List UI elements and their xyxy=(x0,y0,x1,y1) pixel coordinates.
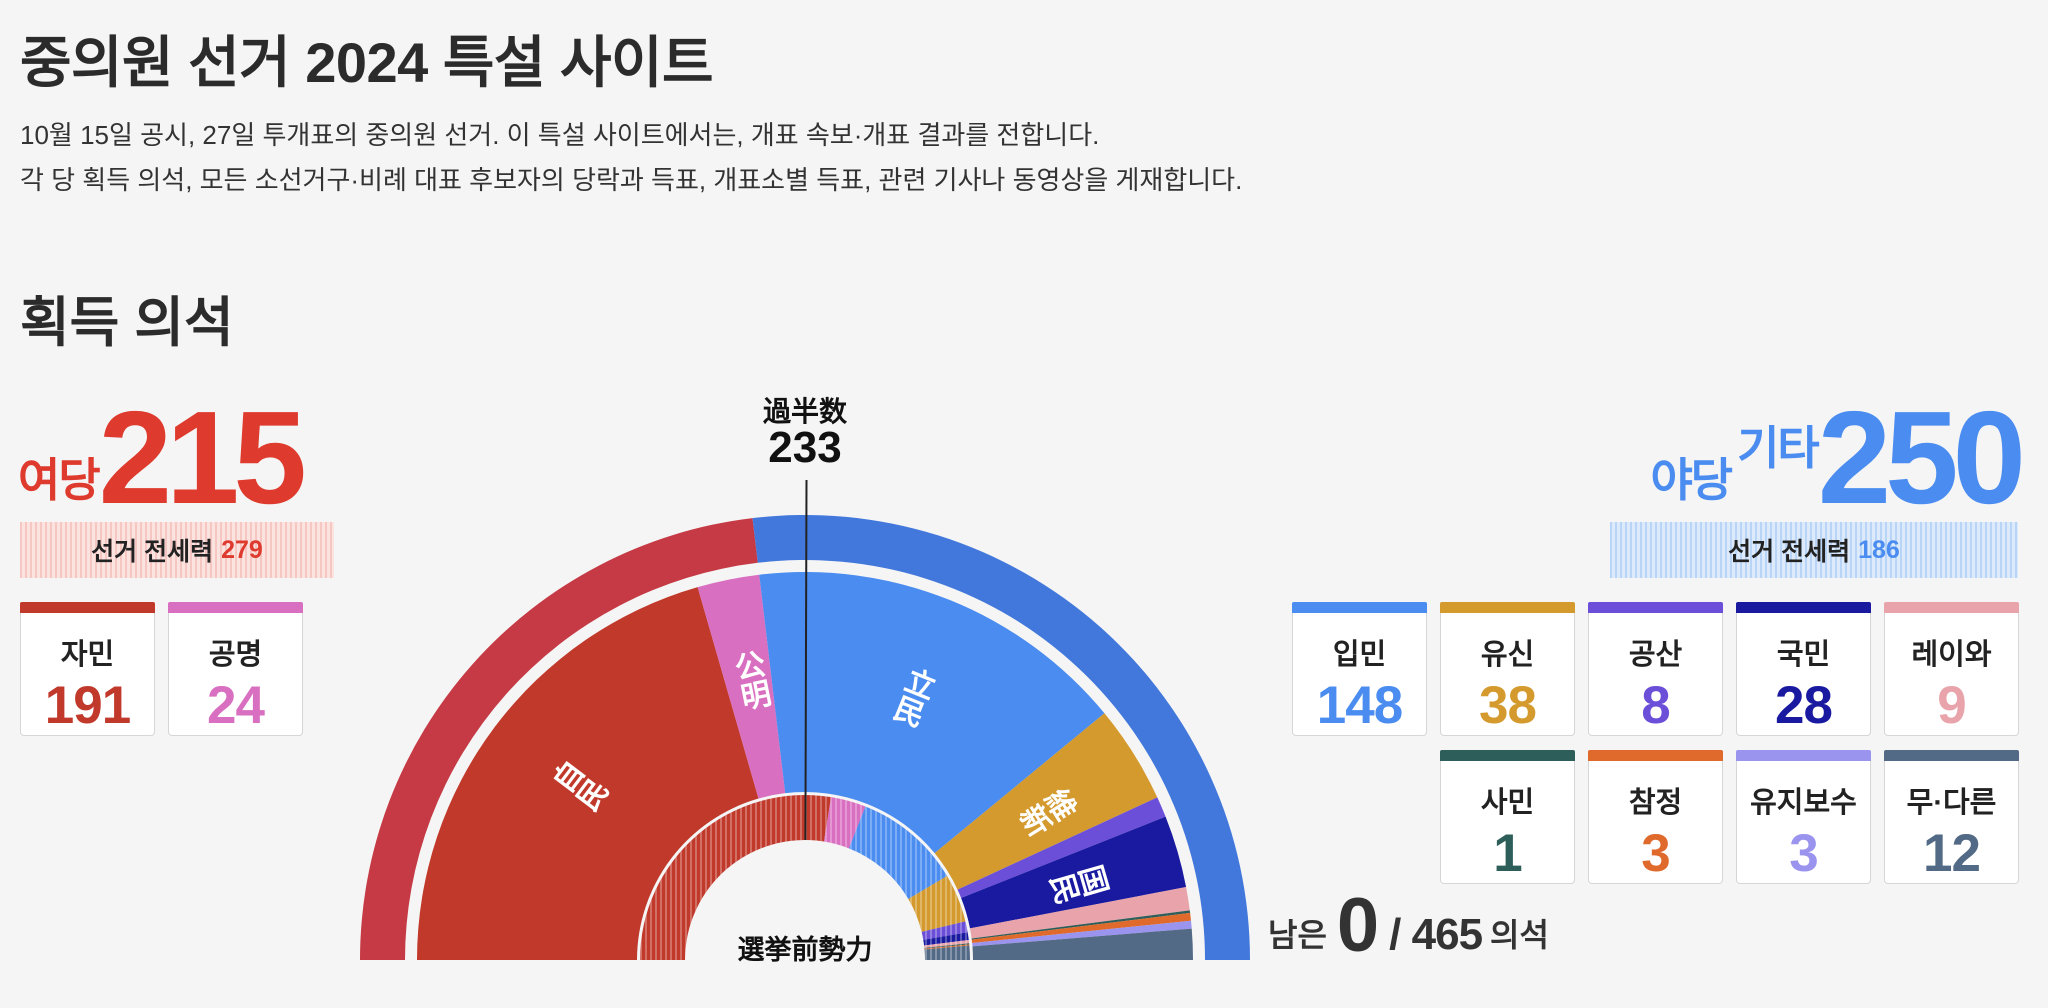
party-color-bar xyxy=(168,602,303,613)
majority-value: 233 xyxy=(768,423,842,472)
ruling-label: 여당 xyxy=(18,454,101,506)
pre-election-arc-참정-pattern xyxy=(924,944,970,950)
pre-election-label: 選挙前勢力 xyxy=(737,935,873,965)
description-line-1: 10월 15일 공시, 27일 투개표의 중의원 선거. 이 특설 사이트에서는… xyxy=(20,120,1100,150)
opposition-pre-election: 선거 전세력 186 xyxy=(1610,522,2018,578)
party-name: 무·다른 xyxy=(1906,787,1997,819)
ruling-pre-election: 선거 전세력 279 xyxy=(20,522,334,578)
majority-label: 過半数 xyxy=(762,396,847,427)
seat-arc-국민 xyxy=(961,816,1187,929)
pre-election-arc-무·다른-pattern xyxy=(924,945,970,960)
party-color-bar xyxy=(1736,602,1871,613)
pre-election-arc-입민-pattern xyxy=(848,806,948,899)
remaining-seats: 남은 0 / 465 의석 xyxy=(1268,888,1549,964)
party-seats: 24 xyxy=(207,676,265,735)
party-color-bar xyxy=(1884,750,2019,761)
ruling-total-seats: 215 xyxy=(98,384,307,531)
description-line-2: 각 당 획득 의석, 모든 소선거구·비례 대표 후보자의 당락과 득표, 개표… xyxy=(20,165,1243,195)
remaining-prefix: 남은 xyxy=(1268,917,1327,953)
pre-election-arc-국민-pattern xyxy=(923,932,969,946)
party-color-bar xyxy=(1292,602,1427,613)
party-card[interactable]: 자민 191 xyxy=(20,602,155,736)
seat-arc-유지보수 xyxy=(972,920,1192,947)
seat-arc-자민 xyxy=(417,587,759,960)
pre-election-arc-사민-pattern xyxy=(924,943,970,949)
seat-arc-사민 xyxy=(971,910,1191,940)
party-seats: 28 xyxy=(1775,676,1833,735)
party-color-bar xyxy=(1588,750,1723,761)
remaining-total: / 465 xyxy=(1389,910,1483,959)
party-name: 공산 xyxy=(1628,639,1683,671)
party-name: 공명 xyxy=(208,639,263,671)
majority-marker: 過半数 233 xyxy=(760,398,850,470)
party-seats: 3 xyxy=(1641,824,1670,883)
party-name: 레이와 xyxy=(1911,639,1992,671)
ruling-total: 여당 215 xyxy=(18,384,307,531)
pre-election-arc-공명-pattern xyxy=(823,797,866,849)
party-seats: 191 xyxy=(44,676,131,735)
party-card[interactable]: 공산 8 xyxy=(1588,602,1723,736)
party-color-bar xyxy=(1440,602,1575,613)
seat-arc-참정 xyxy=(971,912,1192,944)
party-seats: 1 xyxy=(1493,824,1522,883)
party-card[interactable]: 무·다른 12 xyxy=(1884,750,2019,884)
party-card[interactable]: 사민 1 xyxy=(1440,750,1575,884)
party-color-bar xyxy=(20,602,155,613)
ruling-pre-value: 279 xyxy=(221,535,263,564)
remaining-suffix: 의석 xyxy=(1490,917,1549,953)
pre-election-arc-공산-pattern xyxy=(921,921,968,940)
party-seats: 8 xyxy=(1641,676,1670,735)
party-name: 자민 xyxy=(60,639,115,671)
party-seats: 38 xyxy=(1479,676,1537,735)
remaining-value: 0 xyxy=(1336,883,1380,968)
pre-election-arc-자민-pattern xyxy=(640,795,832,960)
party-color-bar xyxy=(1440,750,1575,761)
seat-arc-무·다른 xyxy=(972,928,1193,960)
party-color-bar xyxy=(1736,750,1871,761)
pre-election-arc-레이와-pattern xyxy=(924,939,970,948)
seat-arc-공산 xyxy=(957,797,1166,898)
party-name: 입민 xyxy=(1332,639,1387,671)
party-card[interactable]: 유신 38 xyxy=(1440,602,1575,736)
ruling-pre-label: 선거 전세력 xyxy=(91,538,214,566)
party-name: 유신 xyxy=(1480,639,1535,671)
majority-line xyxy=(804,479,808,841)
party-color-bar xyxy=(1588,602,1723,613)
pre-election-arc-유신-pattern xyxy=(908,876,966,932)
ruling-outer-arc xyxy=(360,518,758,960)
opposition-outer-arc xyxy=(752,515,1250,960)
opposition-label: 야당 xyxy=(1650,454,1733,506)
party-card[interactable]: 레이와 9 xyxy=(1884,602,2019,736)
page-title: 중의원 선거 2024 특설 사이트 xyxy=(20,31,714,94)
seat-arc-유신 xyxy=(934,713,1158,890)
party-name: 참정 xyxy=(1628,787,1683,819)
party-card[interactable]: 국민 28 xyxy=(1736,602,1871,736)
seat-arc-입민 xyxy=(759,572,1105,854)
opposition-pre-label: 선거 전세력 xyxy=(1728,538,1851,566)
seat-arc-공명 xyxy=(697,574,786,799)
party-name: 유지보수 xyxy=(1750,787,1857,819)
opposition-total: 야당 기타 250 xyxy=(1650,384,2026,531)
party-card[interactable]: 참정 3 xyxy=(1588,750,1723,884)
opposition-pre-value: 186 xyxy=(1858,535,1900,564)
party-name: 국민 xyxy=(1776,639,1831,671)
party-card[interactable]: 공명 24 xyxy=(168,602,303,736)
party-seats: 148 xyxy=(1316,676,1403,735)
party-card[interactable]: 입민 148 xyxy=(1292,602,1427,736)
party-name: 사민 xyxy=(1480,787,1535,819)
party-seats: 9 xyxy=(1937,676,1966,735)
section-title: 획득 의석 xyxy=(20,293,234,353)
seat-arc-레이와 xyxy=(970,887,1190,939)
party-color-bar xyxy=(1884,602,2019,613)
opposition-label-other: 기타 xyxy=(1737,422,1820,474)
party-card[interactable]: 유지보수 3 xyxy=(1736,750,1871,884)
party-seats: 12 xyxy=(1923,824,1981,883)
opposition-total-seats: 250 xyxy=(1817,384,2026,531)
party-seats: 3 xyxy=(1789,824,1818,883)
